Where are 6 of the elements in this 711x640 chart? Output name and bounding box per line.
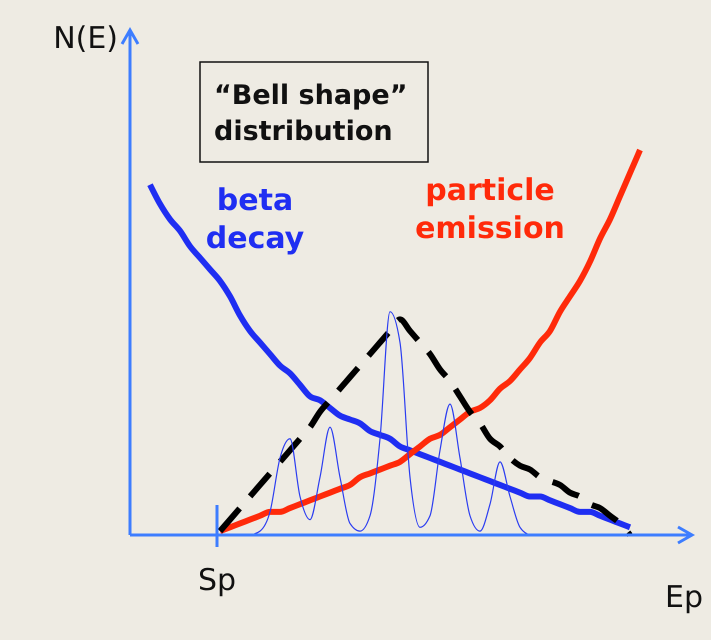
text: Sp — [198, 563, 236, 598]
x-axis-title: Ep — [665, 580, 703, 615]
text: “Bell shape” distribution — [214, 80, 408, 147]
series-label: beta decay — [206, 183, 305, 256]
series-label: particle emission — [415, 173, 565, 246]
y-axis-title: N(E) — [53, 21, 118, 56]
